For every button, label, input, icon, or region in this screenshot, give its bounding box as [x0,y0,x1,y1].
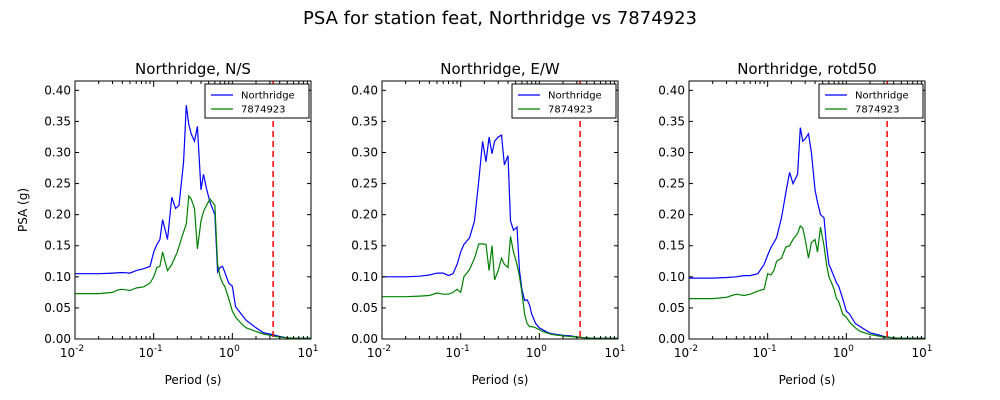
series-line-northridge [382,134,618,339]
legend: Northridge 7874923 [818,83,924,119]
subplot-title: Northridge, rotd50 [737,60,877,78]
x-tick-label: 100 [833,344,854,360]
y-tick-label: 0.15 [351,239,378,253]
y-tick-label: 0.00 [44,332,71,346]
legend-entry: Northridge [241,91,295,102]
plot-area [689,81,925,339]
y-tick-label: 0.20 [658,208,685,222]
x-tick-label: 101 [604,344,625,360]
y-tick-label: 0.30 [44,145,71,159]
x-tick-label: 10-2 [674,344,698,360]
legend-entry: 7874923 [855,105,900,116]
y-tick-label: 0.10 [658,270,685,284]
series-line-northridge [689,127,925,339]
legend-box [204,83,310,119]
y-tick-label: 0.00 [351,332,378,346]
y-tick-label: 0.25 [351,177,378,191]
x-axis-label: Period (s) [779,373,836,387]
y-tick-label: 0.20 [44,208,71,222]
y-tick-label: 0.35 [44,114,71,128]
y-axis-label: PSA (g) [16,188,30,232]
y-tick-label: 0.10 [351,270,378,284]
x-tick-label: 101 [297,344,318,360]
legend-entry: Northridge [855,91,909,102]
x-axis-label: Period (s) [165,373,222,387]
legend-box [511,83,617,119]
y-tick-label: 0.30 [658,145,685,159]
y-tick-label: 0.25 [658,177,685,191]
x-axis-label: Period (s) [472,373,529,387]
legend-entry: 7874923 [241,105,286,116]
x-tick-label: 10-2 [367,344,391,360]
plot-area [382,81,618,339]
y-tick-label: 0.40 [658,83,685,97]
plot-frame [74,80,312,340]
y-tick-label: 0.20 [351,208,378,222]
legend: Northridge 7874923 [511,83,617,119]
subplot-title: Northridge, E/W [440,60,560,78]
subplot-title: Northridge, N/S [135,60,251,78]
y-tick-label: 0.30 [351,145,378,159]
x-tick-label: 100 [526,344,547,360]
x-tick-label: 10-1 [753,344,777,360]
plot-area [75,81,311,339]
x-tick-label: 10-1 [139,344,163,360]
legend-box [818,83,924,119]
legend-entry: 7874923 [548,105,593,116]
series-line-simulation [689,224,925,339]
x-tick-label: 101 [911,344,932,360]
subplot-ns: Northridge, N/S 0.00 0.05 0.10 0.15 0.20 0.25 0… [16,60,319,387]
y-tick-label: 0.00 [658,332,685,346]
y-tick-label: 0.05 [658,301,685,315]
x-tick-label: 10-2 [60,344,84,360]
plot-frame [688,80,926,340]
series-line-northridge [75,105,311,339]
figure-title: PSA for station feat, Northridge vs 7874… [303,8,697,29]
series-line-simulation [75,194,311,339]
y-tick-label: 0.05 [351,301,378,315]
subplot-ew: Northridge, E/W 0.00 0.05 0.10 0.15 0.20 0.25 0… [351,60,625,387]
series-line-simulation [382,236,618,339]
y-tick-label: 0.40 [351,83,378,97]
legend: Northridge 7874923 [204,83,310,119]
y-tick-label: 0.15 [44,239,71,253]
x-tick-label: 100 [219,344,240,360]
y-tick-label: 0.10 [44,270,71,284]
y-tick-label: 0.05 [44,301,71,315]
y-tick-label: 0.35 [351,114,378,128]
legend-entry: Northridge [548,91,602,102]
y-tick-label: 0.15 [658,239,685,253]
y-tick-label: 0.40 [44,83,71,97]
y-tick-label: 0.35 [658,114,685,128]
y-tick-label: 0.25 [44,177,71,191]
x-tick-label: 10-1 [446,344,470,360]
subplot-rotd50: Northridge, rotd50 0.00 0.05 0.10 0.15 0.20 0.… [658,60,932,387]
plot-frame [381,80,619,340]
